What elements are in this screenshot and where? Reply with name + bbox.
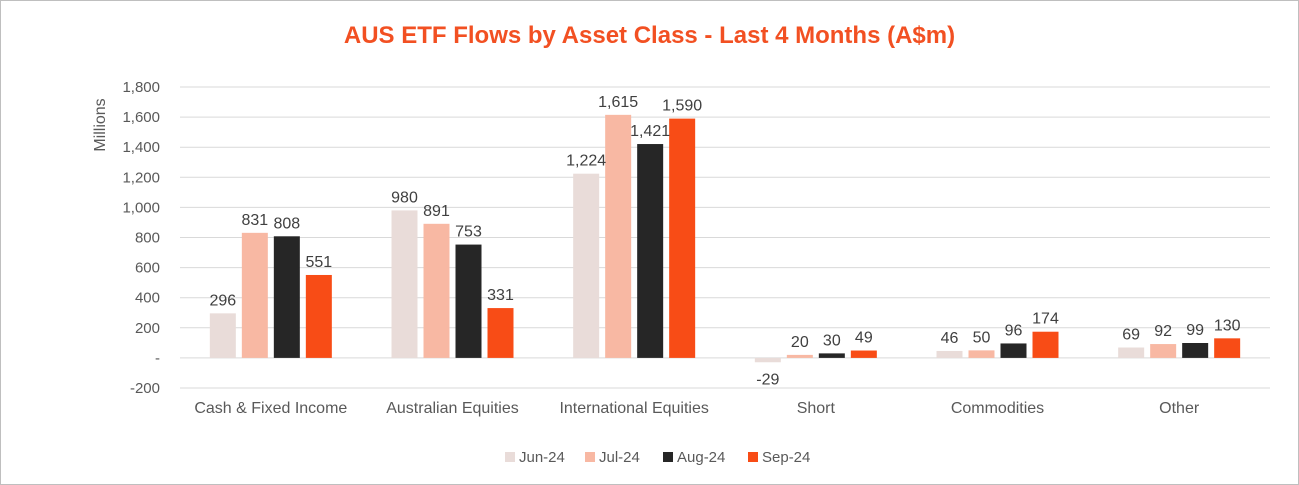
bar-aug-24 <box>637 144 664 358</box>
data-label: 96 <box>1005 322 1023 339</box>
x-category-label: Cash & Fixed Income <box>194 400 347 417</box>
gridlines <box>180 86 1270 389</box>
data-label: 331 <box>487 287 514 304</box>
y-tick-label: 1,800 <box>122 79 160 96</box>
bar-aug-24 <box>455 244 482 358</box>
legend: Jun-24 Jul-24 Aug-24 Sep-24 <box>505 449 810 466</box>
bar-sep-24 <box>850 350 877 358</box>
x-category-label: Short <box>797 400 836 417</box>
data-label: -29 <box>756 371 779 388</box>
data-label: 753 <box>455 224 482 241</box>
bar-aug-24 <box>273 236 300 358</box>
bar-jun-24 <box>754 357 781 363</box>
data-label: 891 <box>423 203 450 220</box>
legend-swatch <box>663 452 673 462</box>
y-axis-ticks: -200-2004006008001,0001,2001,4001,6001,8… <box>122 79 160 397</box>
data-label: 92 <box>1154 323 1172 340</box>
y-tick-label: 400 <box>135 290 160 307</box>
data-label: 551 <box>305 254 332 271</box>
data-label: 831 <box>241 212 268 229</box>
bar-jul-24 <box>786 354 813 358</box>
data-label: 1,615 <box>598 94 638 111</box>
bar-jun-24 <box>209 313 236 358</box>
y-tick-label: 1,000 <box>122 199 160 216</box>
data-label: 50 <box>973 329 991 346</box>
y-tick-label: - <box>155 350 160 367</box>
data-labels: 296 831 808 551 980 891 753 331 1,224 1,615 1,421 1… <box>209 94 1240 388</box>
x-axis-categories: Cash & Fixed Income Australian Equities In… <box>194 400 1199 417</box>
data-label: 99 <box>1186 322 1204 339</box>
x-category-label: Other <box>1159 400 1200 417</box>
y-tick-label: 600 <box>135 260 160 277</box>
y-tick-label: 1,600 <box>122 109 160 126</box>
bars <box>209 114 1241 363</box>
y-tick-label: 1,200 <box>122 169 160 186</box>
bar-jun-24 <box>936 350 963 358</box>
legend-label: Aug-24 <box>677 449 725 466</box>
data-label: 69 <box>1122 327 1140 344</box>
data-label: 296 <box>209 292 236 309</box>
data-label: 1,421 <box>630 123 670 140</box>
x-category-label: Australian Equities <box>386 400 519 417</box>
legend-swatch <box>585 452 595 462</box>
legend-label: Sep-24 <box>762 449 810 466</box>
legend-label: Jun-24 <box>519 449 565 466</box>
data-label: 49 <box>855 330 873 347</box>
x-category-label: International Equities <box>559 400 708 417</box>
bar-jul-24 <box>968 350 995 358</box>
data-label: 1,224 <box>566 153 606 170</box>
bar-aug-24 <box>818 353 845 358</box>
bar-jun-24 <box>573 173 600 358</box>
legend-swatch <box>505 452 515 462</box>
data-label: 1,590 <box>662 98 702 115</box>
bar-jul-24 <box>1150 344 1177 358</box>
y-tick-label: 1,400 <box>122 139 160 156</box>
y-tick-label: 200 <box>135 320 160 337</box>
bar-aug-24 <box>1182 343 1209 358</box>
y-tick-label: -200 <box>130 380 160 397</box>
y-tick-label: 800 <box>135 230 160 247</box>
bar-jun-24 <box>1118 347 1145 358</box>
legend-label: Jul-24 <box>599 449 640 466</box>
y-axis-label: Millions <box>92 98 109 151</box>
data-label: 46 <box>941 330 959 347</box>
bar-jul-24 <box>241 232 268 358</box>
bar-jul-24 <box>605 114 632 358</box>
data-label: 808 <box>273 215 300 232</box>
bar-sep-24 <box>669 118 696 358</box>
legend-swatch <box>748 452 758 462</box>
data-label: 174 <box>1032 311 1059 328</box>
bar-aug-24 <box>1000 343 1027 358</box>
data-label: 130 <box>1214 317 1241 334</box>
bar-jun-24 <box>391 210 418 358</box>
chart-title: AUS ETF Flows by Asset Class - Last 4 Mo… <box>343 22 956 49</box>
bar-sep-24 <box>487 308 514 358</box>
bar-jul-24 <box>423 223 450 358</box>
bar-sep-24 <box>1214 338 1241 358</box>
data-label: 980 <box>391 189 418 206</box>
x-category-label: Commodities <box>951 400 1044 417</box>
data-label: 20 <box>791 334 809 351</box>
bar-sep-24 <box>1032 331 1059 358</box>
data-label: 30 <box>823 332 841 349</box>
bar-sep-24 <box>305 274 332 358</box>
